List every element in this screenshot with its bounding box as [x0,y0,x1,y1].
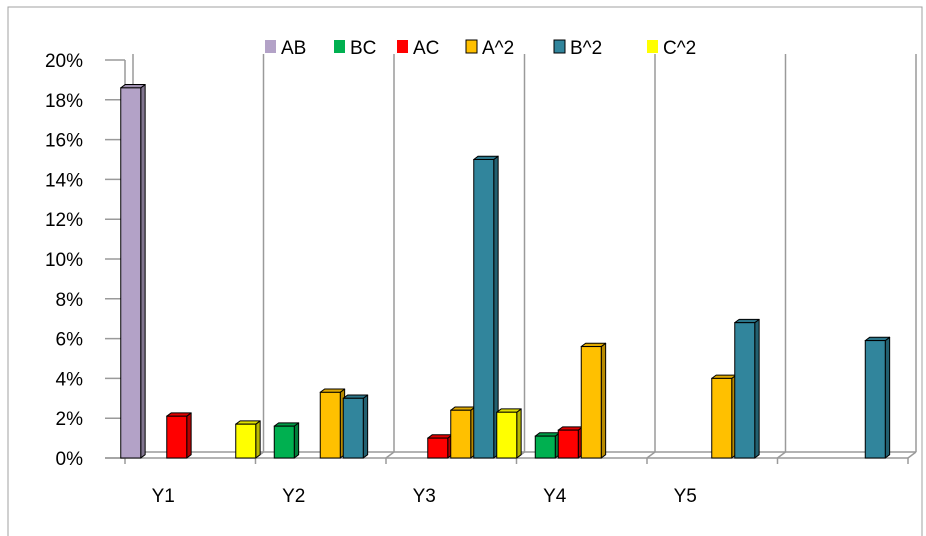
y-tick-label: 10% [45,250,83,271]
bar-A^2-Y2 [319,388,346,459]
y-tick-label: 14% [45,170,83,191]
x-category-labels: Y1 Y2 Y3 Y4 Y5 [152,486,697,507]
legend-swatch [397,40,408,53]
legend-label: C^2 [663,38,696,59]
legend-item-AC: AC [397,38,439,59]
bar-A^2-Y3 [450,406,476,459]
chart-outline [7,6,923,536]
y-tick-label: 20% [45,51,83,72]
y-tick-label: 6% [56,330,84,351]
legend-swatch [553,39,566,54]
legend-swatch [265,40,276,53]
legend-item-BC: BC [334,38,376,59]
bar-B^2-Y2 [342,394,369,459]
legend-item-C^2: C^2 [647,38,696,59]
x-category-label: Y1 [152,486,175,507]
bar-A^2-Y4 [580,342,607,459]
x-category-label: Y2 [282,486,305,507]
legend-swatch [465,39,478,54]
bar-AC-Y4 [557,426,584,459]
y-tick-label: 4% [56,369,84,390]
bar-C^2-Y3 [496,408,522,459]
bar-AB-Y1 [120,84,146,459]
legend-item-A^2: A^2 [465,38,514,59]
bar-A^2-Y5 [711,374,737,459]
bar-AC-Y3 [427,434,453,459]
legend-label: A^2 [482,38,514,59]
bar-B^2-Y3 [473,155,499,459]
floor-divider [907,451,917,459]
floor-divider [385,451,395,459]
legend-label: AB [281,38,306,59]
category-gridlines [132,54,917,452]
legend-item-B^2: B^2 [553,38,602,59]
legend-swatch [647,40,658,53]
y-tick-label: 18% [45,91,83,112]
floor-divider [646,451,656,459]
chart-border [7,6,923,536]
x-category-label: Y3 [413,486,436,507]
bar-C^2-Y1 [235,420,261,459]
y-tick-labels: 0% 2% 4% 6% 8% 10% 12% 14% 16% 18% 20% [45,51,125,470]
x-category-label: Y5 [674,486,697,507]
bar-BC-Y4 [534,432,561,459]
y-tick-label: 12% [45,210,83,231]
bars-group [120,84,891,459]
y-tick-label: 2% [56,409,84,430]
bar-AC-Y1 [166,412,192,459]
legend: AB BC AC A^2 B^2 C^2 [265,38,696,59]
bar-B^2-cat6 [864,336,891,459]
legend-swatch [334,40,345,53]
legend-label: BC [350,38,376,59]
x-category-label: Y4 [543,486,567,507]
y-tick-label: 0% [56,449,84,470]
y-tick-label: 16% [45,131,83,152]
legend-item-AB: AB [265,38,306,59]
legend-label: AC [413,38,439,59]
legend-label: B^2 [570,38,602,59]
bar-BC-Y2 [273,422,300,459]
bar-B^2-Y5 [734,318,760,459]
floor-divider [777,451,786,459]
y-tick-label: 8% [56,290,84,311]
